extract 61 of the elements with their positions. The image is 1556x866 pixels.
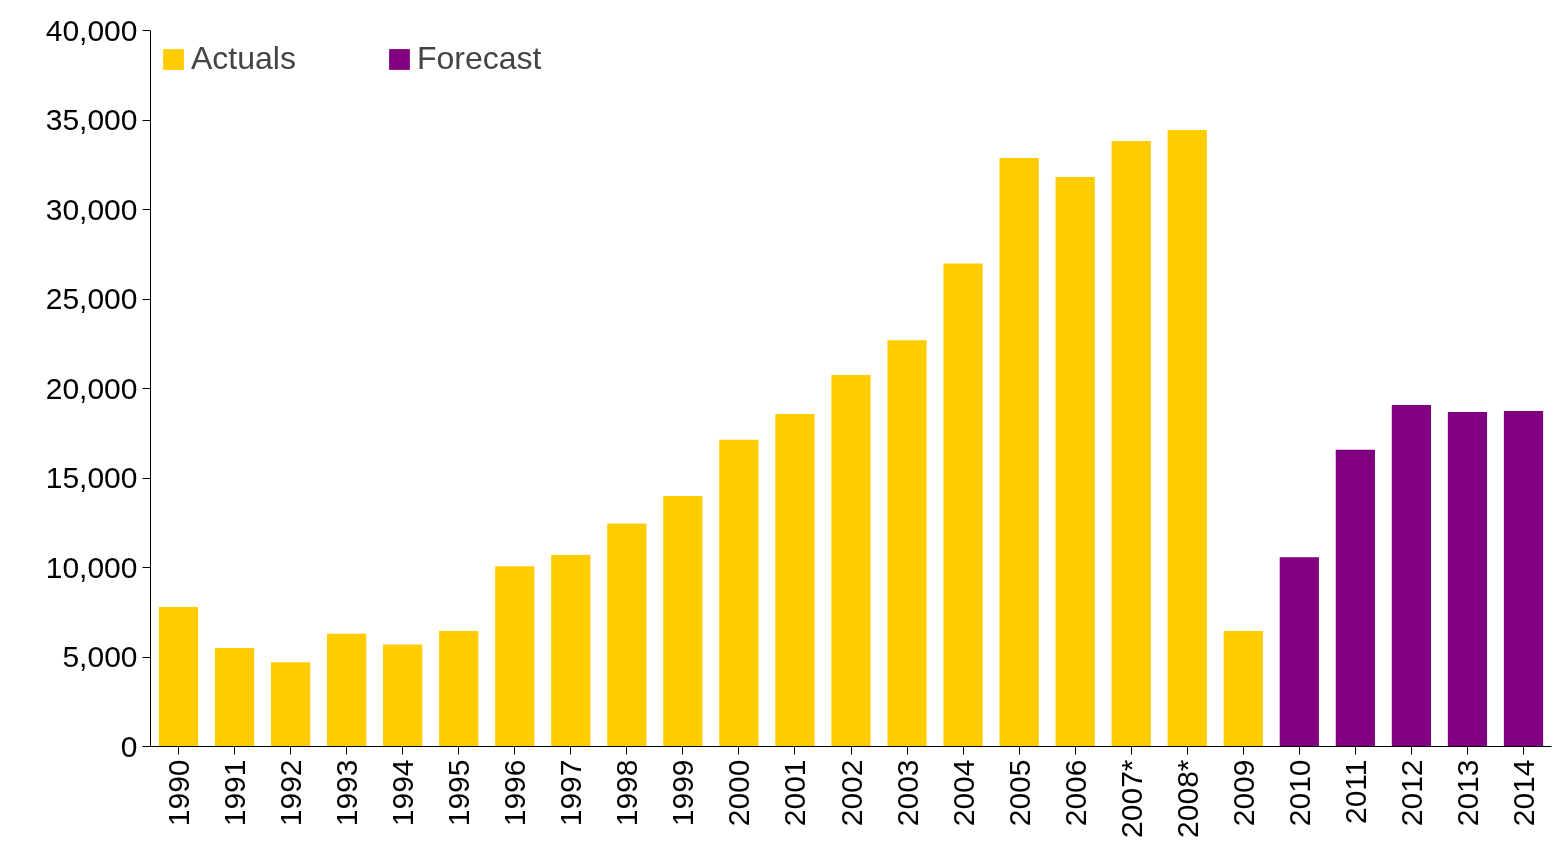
y-tick-label: 10,000	[45, 550, 138, 584]
x-tick-label: 2006	[1058, 759, 1092, 827]
bar	[663, 495, 703, 747]
bar	[719, 439, 759, 747]
x-tick-label: 1993	[330, 759, 364, 827]
x-tick-label: 2001	[778, 759, 812, 827]
bar	[1223, 631, 1263, 747]
x-tick-label: 2009	[1226, 759, 1260, 827]
bar	[158, 606, 199, 747]
bar	[1391, 404, 1432, 747]
y-tick-label: 5,000	[62, 640, 138, 673]
bar	[999, 157, 1039, 747]
x-tick-label: 1996	[498, 759, 532, 827]
x-tick-label: 1994	[386, 759, 420, 827]
bar	[1335, 449, 1375, 747]
x-tick-label: 2010	[1282, 759, 1316, 827]
bar	[1055, 176, 1095, 747]
x-tick-label: 2014	[1506, 759, 1540, 827]
x-tick-label: 1998	[610, 759, 644, 827]
bar	[943, 263, 983, 747]
x-tick-label: 2007*	[1114, 759, 1148, 838]
x-tick-label: 2012	[1394, 759, 1428, 827]
y-tick-label: 35,000	[45, 103, 138, 136]
x-tick-label: 1997	[554, 759, 588, 827]
bar	[1167, 130, 1207, 747]
x-tick-label: 2011	[1338, 759, 1372, 825]
x-tick-label: 1991	[218, 759, 252, 827]
legend-label: Forecast	[416, 40, 542, 77]
bar	[887, 340, 927, 747]
x-tick-label: 2008*	[1170, 759, 1204, 838]
bar	[831, 375, 871, 747]
y-tick-label: 20,000	[45, 371, 138, 405]
y-tick-label: 40,000	[45, 13, 138, 47]
y-tick-label: 25,000	[45, 282, 138, 315]
bar	[270, 662, 311, 747]
legend-label: Actuals	[191, 40, 296, 77]
bar	[327, 633, 367, 747]
y-tick-label: 15,000	[45, 461, 138, 494]
bar	[214, 648, 255, 747]
bar	[1503, 410, 1544, 747]
bar	[495, 566, 535, 747]
bar	[383, 644, 423, 747]
bar	[607, 523, 647, 747]
x-tick-label: 1999	[666, 759, 700, 827]
x-tick-label: 2004	[946, 759, 980, 827]
bar	[1279, 557, 1319, 747]
bar	[1111, 141, 1151, 747]
x-tick-label: 1992	[274, 759, 308, 827]
x-tick-label: 1990	[162, 759, 196, 827]
bar	[1447, 411, 1488, 747]
y-tick-label: 30,000	[45, 192, 138, 226]
bar	[439, 631, 479, 747]
x-tick-label: 2000	[722, 759, 756, 827]
x-tick-label: 2013	[1450, 759, 1484, 827]
y-tick-label: 0	[120, 729, 138, 763]
x-tick-label: 2002	[834, 759, 868, 827]
bar	[775, 413, 815, 747]
x-tick-label: 2003	[890, 759, 924, 827]
bar	[551, 554, 591, 747]
x-tick-label: 2005	[1002, 759, 1036, 827]
x-tick-label: 1995	[442, 759, 476, 827]
